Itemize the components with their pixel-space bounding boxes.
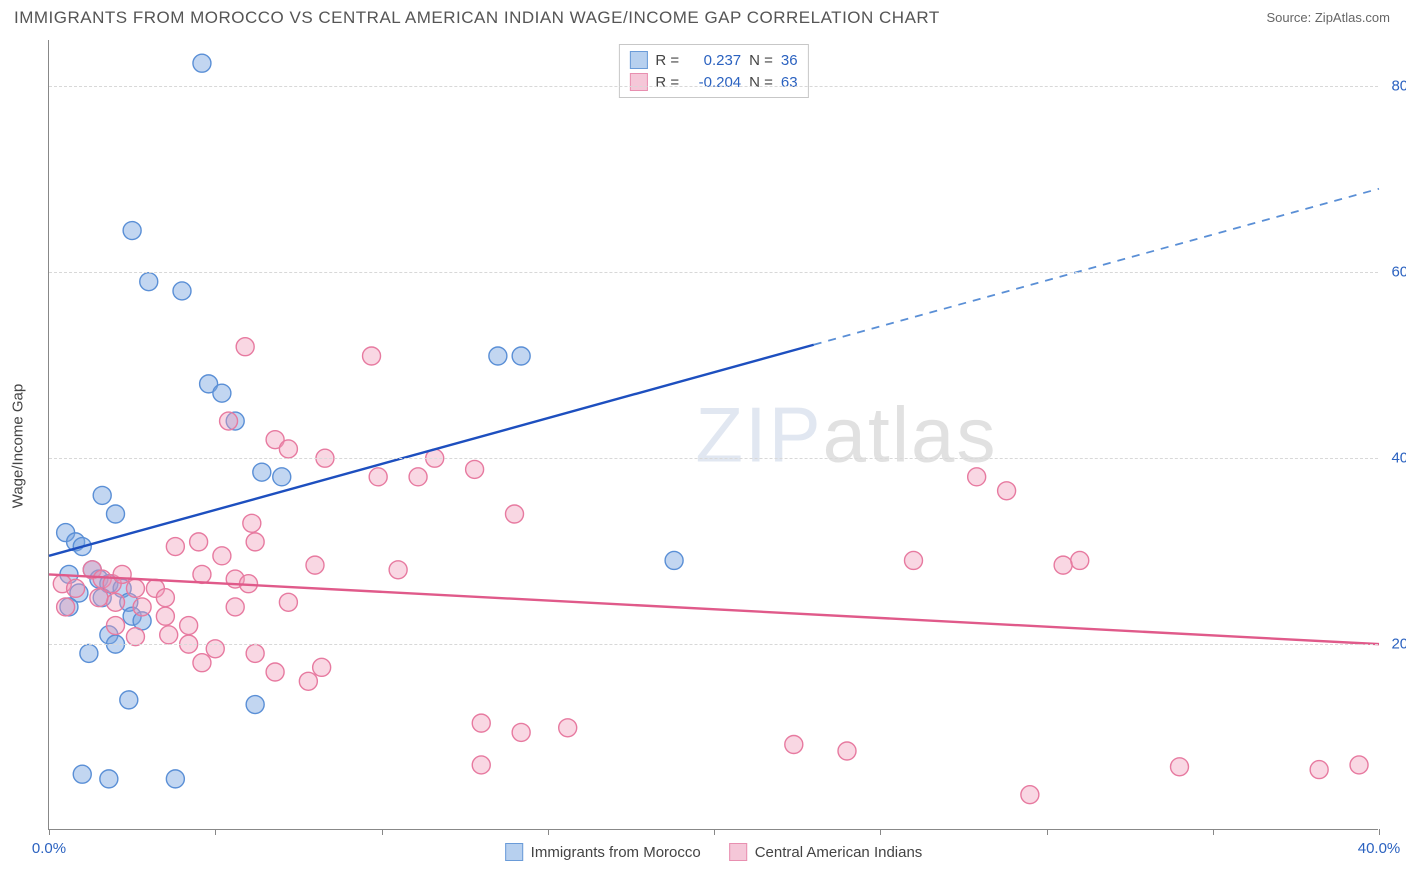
- gridline: [49, 272, 1378, 273]
- x-tick: [714, 829, 715, 835]
- r-value-morocco: 0.237: [687, 52, 741, 69]
- swatch-morocco: [629, 51, 647, 69]
- n-value-cai: 63: [781, 74, 798, 91]
- x-tick-label: 40.0%: [1358, 840, 1401, 857]
- legend-series: Immigrants from Morocco Central American…: [505, 843, 923, 861]
- gridline: [49, 644, 1378, 645]
- x-tick: [1047, 829, 1048, 835]
- x-tick: [1213, 829, 1214, 835]
- y-axis-title: Wage/Income Gap: [10, 384, 27, 509]
- swatch-morocco: [505, 843, 523, 861]
- series-name-morocco: Immigrants from Morocco: [531, 844, 701, 861]
- legend-item-morocco: Immigrants from Morocco: [505, 843, 701, 861]
- y-tick-label: 40.0%: [1391, 450, 1406, 467]
- x-tick: [1379, 829, 1380, 835]
- series-name-cai: Central American Indians: [755, 844, 923, 861]
- legend-item-cai: Central American Indians: [729, 843, 923, 861]
- x-tick: [382, 829, 383, 835]
- x-tick: [548, 829, 549, 835]
- source-label: Source: ZipAtlas.com: [1266, 10, 1390, 25]
- trendline-solid: [49, 345, 814, 556]
- trendline-solid: [49, 574, 1379, 644]
- gridline: [49, 458, 1378, 459]
- gridline: [49, 86, 1378, 87]
- chart-title: IMMIGRANTS FROM MOROCCO VS CENTRAL AMERI…: [14, 8, 940, 28]
- chart-container: IMMIGRANTS FROM MOROCCO VS CENTRAL AMERI…: [0, 0, 1406, 892]
- legend-row-morocco: R = 0.237 N = 36: [629, 49, 797, 71]
- legend-row-cai: R = -0.204 N = 63: [629, 71, 797, 93]
- n-label: N =: [749, 74, 773, 91]
- y-tick-label: 20.0%: [1391, 636, 1406, 653]
- x-tick-label: 0.0%: [32, 840, 66, 857]
- x-tick: [49, 829, 50, 835]
- n-value-morocco: 36: [781, 52, 798, 69]
- legend-correlation: R = 0.237 N = 36 R = -0.204 N = 63: [618, 44, 808, 98]
- n-label: N =: [749, 52, 773, 69]
- r-value-cai: -0.204: [687, 74, 741, 91]
- trendlines-layer: [49, 40, 1378, 829]
- source-prefix: Source:: [1266, 10, 1314, 25]
- y-tick-label: 60.0%: [1391, 264, 1406, 281]
- r-label: R =: [655, 52, 679, 69]
- source-name: ZipAtlas.com: [1315, 10, 1390, 25]
- plot-area: ZIPatlas R = 0.237 N = 36 R = -0.204 N =…: [48, 40, 1378, 830]
- y-tick-label: 80.0%: [1391, 78, 1406, 95]
- x-tick: [880, 829, 881, 835]
- swatch-cai: [629, 73, 647, 91]
- swatch-cai: [729, 843, 747, 861]
- r-label: R =: [655, 74, 679, 91]
- trendline-dashed: [814, 189, 1379, 345]
- x-tick: [215, 829, 216, 835]
